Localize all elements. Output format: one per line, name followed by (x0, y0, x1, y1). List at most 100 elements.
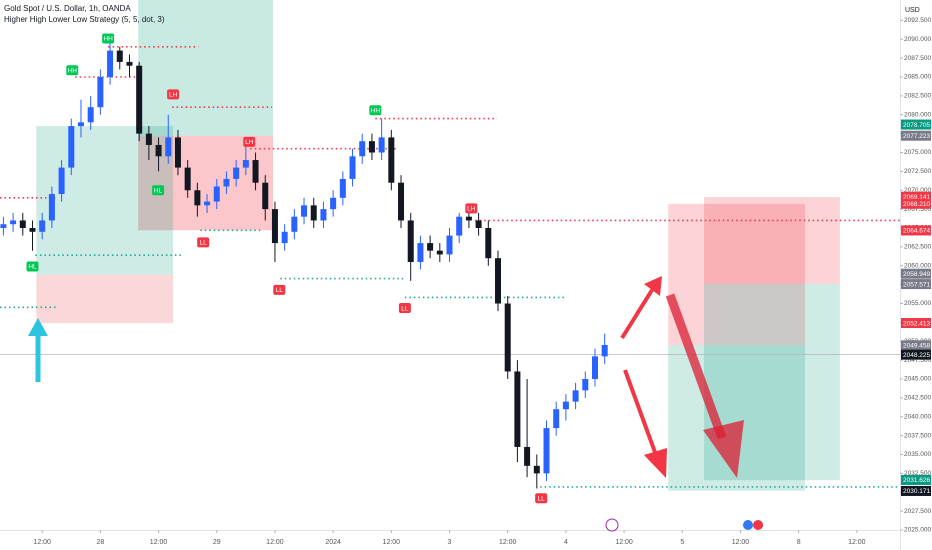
arrow-head (28, 318, 48, 336)
arrow-down-big (665, 293, 727, 440)
candle-body (436, 250, 443, 255)
price-tag-label: 2049.458 (903, 343, 930, 350)
pivot-label-bg (26, 261, 39, 272)
pivot-label: LH (169, 92, 178, 99)
candle-body (19, 220, 26, 229)
pivot-label-bg (465, 203, 478, 214)
event-icon[interactable] (753, 520, 763, 530)
y-tick-label: 2035.000 (904, 451, 931, 458)
pivot-label-bg (273, 284, 286, 295)
x-tick-label: 2024 (325, 539, 341, 546)
candle-body (359, 141, 366, 157)
candle-body (465, 216, 472, 221)
pivot-label: HL (28, 264, 37, 271)
x-tick-label: 12:00 (732, 539, 750, 546)
candle-body (116, 50, 123, 62)
candle-body (87, 107, 94, 123)
candle-body (407, 220, 414, 262)
candle-body (291, 216, 298, 232)
x-tick-label: 12:00 (615, 539, 633, 546)
candle-body (39, 220, 46, 232)
price-tag (901, 318, 931, 329)
candle-body (281, 231, 288, 244)
price-tag-label: 2064.674 (903, 228, 930, 235)
x-tick-label: 8 (797, 539, 801, 546)
candle-body (184, 167, 191, 191)
candle-body (320, 209, 327, 221)
candle-body (330, 197, 337, 210)
candle-body (543, 428, 550, 474)
pivot-label: LL (276, 287, 284, 294)
price-tag (901, 198, 931, 209)
price-tag-label: 2077.223 (903, 133, 930, 140)
candle-body (145, 133, 152, 145)
position-zone (36, 274, 174, 324)
price-tag-label: 2052.413 (903, 320, 930, 327)
event-icon[interactable] (605, 518, 619, 532)
candle-body (0, 224, 7, 229)
price-tag-label: 2058.949 (903, 271, 930, 278)
pivot-label-bg (398, 303, 411, 314)
indicator-name: Higher High Lower Low Strategy (5, 5, do… (4, 15, 165, 24)
candle-body (10, 220, 17, 225)
pivot-label: HH (68, 67, 78, 74)
candle-body (242, 160, 249, 168)
candle-body (213, 186, 220, 202)
price-tag-label: 2069.141 (903, 194, 930, 201)
y-tick-label: 2092.500 (904, 17, 931, 24)
price-tag (901, 191, 931, 202)
price-tag (901, 340, 931, 351)
y-tick-label: 2060.000 (904, 262, 931, 269)
candle-body (271, 209, 278, 244)
arrow-head (644, 276, 662, 296)
y-tick-label: 2070.000 (904, 187, 931, 194)
y-tick-label: 2042.500 (904, 395, 931, 402)
x-tick-label: 28 (96, 539, 104, 546)
price-tag (901, 130, 931, 141)
x-tick-label: 29 (213, 539, 221, 546)
candle-body (97, 77, 104, 108)
price-tag-label: 2068.210 (903, 201, 930, 208)
y-tick-label: 2087.500 (904, 55, 931, 62)
x-tick-label: 12:00 (33, 539, 51, 546)
y-tick-label: 2045.000 (904, 376, 931, 383)
candle-body (349, 156, 356, 179)
candle-body (155, 144, 162, 157)
pivot-label-bg (369, 105, 382, 116)
y-tick-label: 2085.000 (904, 74, 931, 81)
price-tag (901, 119, 931, 130)
candle-body (514, 371, 521, 447)
candle-body (136, 65, 143, 134)
candle-body (562, 401, 569, 410)
candle-body (378, 137, 385, 153)
candle-body (475, 220, 482, 229)
price-tag (901, 474, 931, 485)
candle-body (223, 178, 230, 187)
pivot-label: HH (371, 107, 381, 114)
y-tick-label: 2055.000 (904, 300, 931, 307)
price-tag (901, 279, 931, 290)
candle-body (591, 356, 598, 380)
y-tick-label: 2075.000 (904, 149, 931, 156)
candle-body (339, 178, 346, 198)
axis-layer: 2025.0002027.5002030.0002032.5002035.000… (33, 17, 931, 546)
candle-body (368, 141, 375, 153)
pivot-label-bg (243, 136, 256, 147)
chart-title: Gold Spot / U.S. Dollar, 1h, OANDA (4, 4, 131, 13)
x-tick-label: 12:00 (150, 539, 168, 546)
y-tick-label: 2032.500 (904, 470, 931, 477)
plot-area: HH HH HL HL LH LH LL LL HH LL LH LL (0, 0, 900, 504)
y-tick-label: 2040.000 (904, 413, 931, 420)
candle-body (310, 205, 317, 221)
candle-body (174, 137, 181, 168)
price-tag-label: 2048.225 (903, 352, 930, 359)
candle-body (427, 243, 434, 251)
event-icon[interactable] (743, 520, 753, 530)
candle-body (252, 160, 259, 183)
candle-body (107, 50, 114, 78)
pivot-label: LH (467, 206, 476, 213)
price-tag (901, 485, 931, 496)
pivot-label-bg (197, 237, 210, 248)
